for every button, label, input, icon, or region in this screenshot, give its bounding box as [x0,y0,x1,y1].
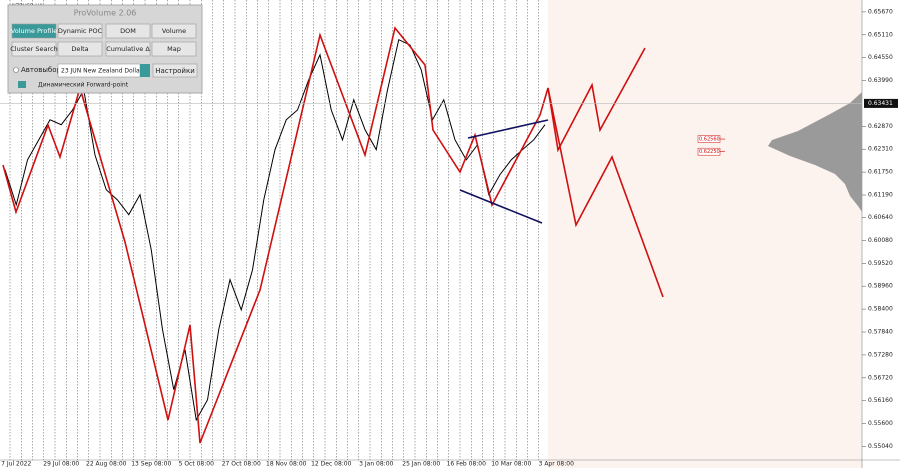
x-tick-label: 29 Jul 08:00 [43,461,79,468]
y-tick-label: 0.61750 [868,169,893,176]
level-label: 0.62250 [699,149,720,155]
button-label: Map [167,45,181,53]
auto-select[interactable]: Автовыбор [21,66,62,74]
y-tick-label: 0.57840 [868,329,893,336]
instrument: 23 JUN New Zealand Dollar [61,68,143,75]
x-tick-label: 3 Jan 08:00 [359,461,393,468]
panel-button[interactable] [57,41,103,57]
y-tick-label: 0.59520 [868,260,893,267]
settings: Настройки [155,67,195,75]
x-tick-label: 16 Feb 08:00 [447,461,487,468]
panel-button[interactable] [11,41,57,57]
x-tick-label: 5 Oct 08:00 [179,461,214,468]
buttons: Volume Profile Dynamic POC DOM Volume Cluste… [10,23,197,57]
y-tick-label: 0.61190 [868,192,893,199]
button-label: DOM [120,27,136,35]
panel-button[interactable] [105,41,151,57]
y-tick-label: 0.56160 [868,397,893,404]
checkbox[interactable] [13,67,19,73]
y-tick-label: 0.60640 [868,214,893,221]
y-tick-label: 0.65670 [868,8,893,15]
level-box [697,135,721,143]
forecast-line [547,87,664,298]
panel-button[interactable] [151,23,197,39]
y-tick-label: 0.65110 [868,31,893,38]
x-tick-label: 25 Jan 08:00 [402,461,440,468]
button-label: Dynamic POC [58,27,103,35]
x-tick-label: 27 Oct 08:00 [222,461,261,468]
current-price-box [864,98,898,108]
x-tick-label: 13 Sep 08:00 [131,461,171,468]
y-tick-label: 0.63990 [868,77,893,84]
x-tick-label: 7 Jul 2022 [1,461,31,468]
level-box [697,147,721,156]
y-tick-label: 0.58960 [868,283,893,290]
button-label: Volume [162,27,186,35]
y-tick-label: 0.64550 [868,54,893,61]
volume-profile [768,92,862,212]
current-price: 0.63431 [868,100,893,107]
panel-title: ProVolume 2.06 [74,9,137,18]
level-label: 0.62560 [699,137,720,143]
panel-button[interactable] [11,23,57,39]
button-label: Cluster Search [10,45,57,53]
toggle[interactable] [18,81,26,88]
y-tick-label: 0.62870 [868,123,893,130]
dropdown-arrow[interactable] [140,64,150,77]
forecast-area [548,0,862,468]
panel-button[interactable] [151,41,197,57]
x-tick-label: 22 Aug 08:00 [86,461,127,468]
panel-button[interactable] [105,23,151,39]
price-layer [4,38,546,422]
x-tick-label: 10 Mar 08:00 [491,461,531,468]
panel-button[interactable] [57,23,103,39]
button-label: Delta [71,45,88,53]
price-axis [862,0,900,468]
x-tick-label: 18 Nov 08:00 [266,461,307,468]
channel-line [459,189,543,224]
y-tick-label: 0.58400 [868,306,893,313]
panel: ProVolume 2.06 Volume Profile Dynamic POC… [7,4,203,94]
y-tick-label: 0.55040 [868,443,893,450]
x-tick-label: 3 Apr 08:00 [539,461,574,468]
channel-line [467,119,549,139]
price-line [4,38,546,422]
y-tick-label: 0.62310 [868,146,893,153]
forward-point: Динамический Forward-point [38,82,129,89]
y-tick-label: 0.57280 [868,351,893,358]
x-tick-label: 12 Dec 08:00 [311,461,352,468]
settings-button[interactable] [152,63,198,78]
y-tick-label: 0.60080 [868,237,893,244]
button-label: Volume Profile [11,27,57,35]
button-label: Cumulative Δ [106,45,150,53]
y-tick-label: 0.56720 [868,374,893,381]
y-tick-label: 0.55600 [868,420,893,427]
